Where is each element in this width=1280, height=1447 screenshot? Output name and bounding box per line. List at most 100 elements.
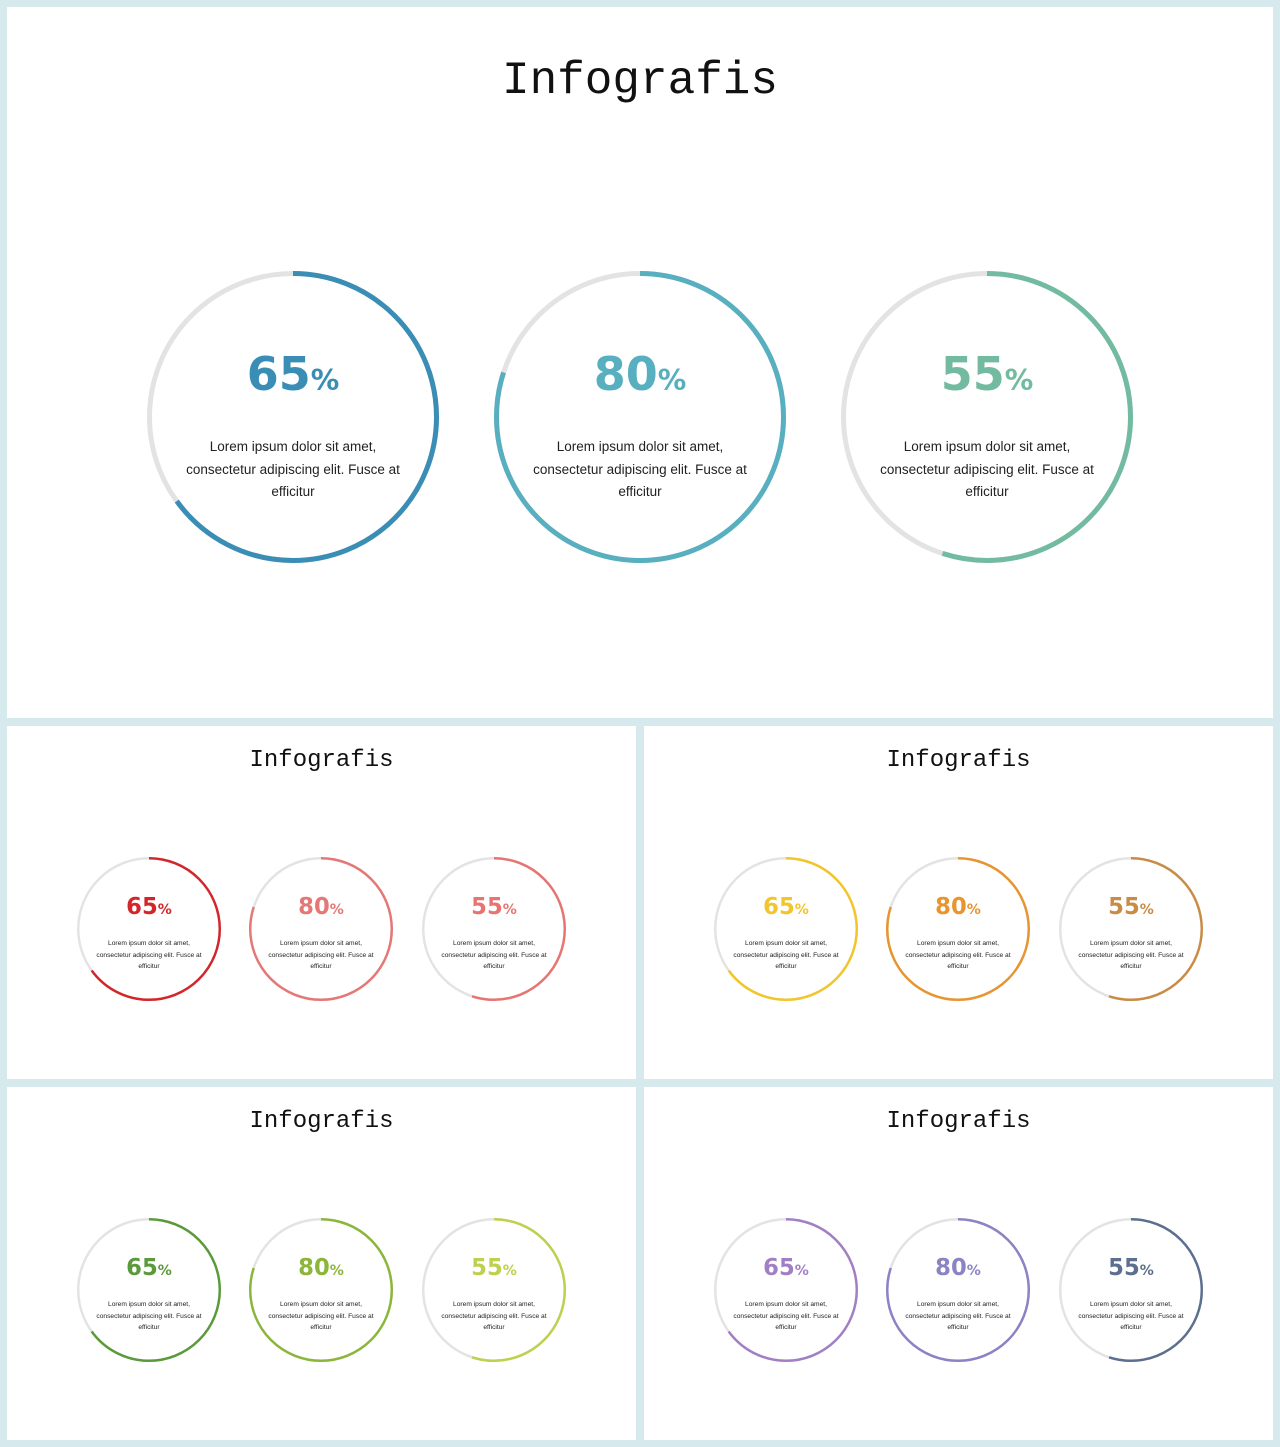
- description-line: Lorem ipsum dolor sit amet,: [917, 1301, 999, 1309]
- ring-progress-arc: [249, 1218, 393, 1362]
- description-line: consectetur adipiscing elit. Fusce at: [733, 951, 839, 959]
- ring-progress-arc: [714, 857, 858, 1001]
- percent-value: 80%: [886, 894, 1030, 920]
- description-line: consectetur adipiscing elit. Fusce at: [1078, 951, 1184, 959]
- ring-svg: [1059, 857, 1203, 1001]
- ring-progress-arc: [422, 1218, 566, 1362]
- ring-svg: [841, 271, 1133, 563]
- percent-number: 65: [126, 1255, 158, 1282]
- description-line: consectetur adipiscing elit. Fusce at: [268, 1312, 374, 1320]
- progress-ring-1: 65% Lorem ipsum dolor sit amet, consectetu…: [147, 271, 439, 563]
- description-line: Lorem ipsum dolor sit amet,: [280, 940, 362, 948]
- percent-sign: %: [794, 902, 809, 919]
- progress-ring-1: 65% Lorem ipsum dolor sit amet, consectetu…: [714, 857, 858, 1001]
- description-text: Lorem ipsum dolor sit amet, consectetur a…: [81, 938, 217, 972]
- ring-progress-arc: [77, 857, 221, 1001]
- percent-sign: %: [966, 1263, 981, 1280]
- ring-progress-arc: [494, 271, 786, 563]
- percent-sign: %: [310, 364, 340, 397]
- percent-sign: %: [657, 364, 687, 397]
- percent-value: 55%: [1059, 894, 1203, 920]
- slide-main: Infografis 65% Lorem ipsum dolor sit amet…: [7, 7, 1273, 718]
- ring-svg: [714, 857, 858, 1001]
- percent-sign: %: [1139, 902, 1154, 919]
- percent-number: 80: [298, 894, 330, 921]
- description-line: Lorem ipsum dolor sit amet,: [108, 1301, 190, 1309]
- percent-number: 55: [1108, 1255, 1140, 1282]
- description-text: Lorem ipsum dolor sit amet, consectetur a…: [155, 436, 431, 504]
- progress-ring-2: 80% Lorem ipsum dolor sit amet, consectetu…: [886, 857, 1030, 1001]
- progress-ring-1: 65% Lorem ipsum dolor sit amet, consectetu…: [714, 1218, 858, 1362]
- slide-title: Infografis: [886, 747, 1031, 774]
- description-line: efficitur: [483, 962, 505, 970]
- percent-number: 55: [471, 894, 503, 921]
- ring-svg: [77, 857, 221, 1001]
- description-line: efficitur: [138, 1323, 160, 1331]
- description-text: Lorem ipsum dolor sit amet, consectetur a…: [1063, 938, 1199, 972]
- ring-svg: [1059, 1218, 1203, 1362]
- ring-svg: [422, 857, 566, 1001]
- ring-progress-arc: [841, 271, 1133, 563]
- progress-ring-2: 80% Lorem ipsum dolor sit amet, consectetu…: [494, 271, 786, 563]
- description-line: Lorem ipsum dolor sit amet,: [1090, 940, 1172, 948]
- description-line: efficitur: [947, 1323, 969, 1331]
- percent-number: 65: [763, 1255, 795, 1282]
- description-line: Lorem ipsum dolor sit amet,: [745, 1301, 827, 1309]
- percent-value: 55%: [841, 347, 1133, 401]
- ring-progress-arc: [249, 857, 393, 1001]
- percent-sign: %: [502, 1263, 517, 1280]
- percent-sign: %: [794, 1263, 809, 1280]
- progress-ring-1: 65% Lorem ipsum dolor sit amet, consectetu…: [77, 1218, 221, 1362]
- description-line: consectetur adipiscing elit. Fusce at: [441, 951, 547, 959]
- percent-value: 65%: [714, 1255, 858, 1281]
- ring-svg: [886, 1218, 1030, 1362]
- description-text: Lorem ipsum dolor sit amet, consectetur a…: [81, 1299, 217, 1333]
- description-line: efficitur: [271, 484, 315, 500]
- description-line: efficitur: [483, 1323, 505, 1331]
- description-line: consectetur adipiscing elit. Fusce at: [96, 951, 202, 959]
- description-line: Lorem ipsum dolor sit amet,: [745, 940, 827, 948]
- description-line: consectetur adipiscing elit. Fusce at: [96, 1312, 202, 1320]
- description-text: Lorem ipsum dolor sit amet, consectetur a…: [890, 938, 1026, 972]
- percent-sign: %: [1139, 1263, 1154, 1280]
- slide-orange: Infografis 65% Lorem ipsum dolor sit amet…: [644, 726, 1273, 1079]
- description-text: Lorem ipsum dolor sit amet, consectetur a…: [426, 938, 562, 972]
- percent-value: 55%: [1059, 1255, 1203, 1281]
- description-line: consectetur adipiscing elit. Fusce at: [441, 1312, 547, 1320]
- percent-value: 65%: [147, 347, 439, 401]
- ring-progress-arc: [147, 271, 439, 563]
- percent-sign: %: [502, 902, 517, 919]
- slide-title: Infografis: [501, 55, 779, 107]
- description-text: Lorem ipsum dolor sit amet, consectetur a…: [849, 436, 1125, 504]
- percent-value: 65%: [77, 894, 221, 920]
- description-line: consectetur adipiscing elit. Fusce at: [186, 461, 400, 477]
- ring-progress-arc: [77, 1218, 221, 1362]
- percent-value: 65%: [77, 1255, 221, 1281]
- progress-ring-2: 80% Lorem ipsum dolor sit amet, consectetu…: [249, 857, 393, 1001]
- description-line: consectetur adipiscing elit. Fusce at: [880, 461, 1094, 477]
- percent-number: 80: [593, 347, 658, 401]
- progress-ring-3: 55% Lorem ipsum dolor sit amet, consectetu…: [422, 857, 566, 1001]
- description-line: efficitur: [138, 962, 160, 970]
- percent-value: 55%: [422, 894, 566, 920]
- percent-sign: %: [329, 902, 344, 919]
- ring-progress-arc: [714, 1218, 858, 1362]
- percent-sign: %: [157, 902, 172, 919]
- description-line: Lorem ipsum dolor sit amet,: [209, 439, 377, 454]
- ring-svg: [249, 1218, 393, 1362]
- progress-ring-3: 55% Lorem ipsum dolor sit amet, consectetu…: [1059, 1218, 1203, 1362]
- percent-sign: %: [157, 1263, 172, 1280]
- description-line: Lorem ipsum dolor sit amet,: [903, 439, 1071, 454]
- progress-ring-3: 55% Lorem ipsum dolor sit amet, consectetu…: [422, 1218, 566, 1362]
- description-line: efficitur: [1120, 1323, 1142, 1331]
- description-line: efficitur: [775, 1323, 797, 1331]
- description-line: efficitur: [310, 962, 332, 970]
- description-text: Lorem ipsum dolor sit amet, consectetur a…: [718, 938, 854, 972]
- description-line: Lorem ipsum dolor sit amet,: [917, 940, 999, 948]
- slide-title: Infografis: [249, 1108, 394, 1135]
- slide-green: Infografis 65% Lorem ipsum dolor sit amet…: [7, 1087, 636, 1440]
- description-line: efficitur: [1120, 962, 1142, 970]
- slide-purple: Infografis 65% Lorem ipsum dolor sit amet…: [644, 1087, 1273, 1440]
- percent-number: 55: [1108, 894, 1140, 921]
- description-text: Lorem ipsum dolor sit amet, consectetur a…: [253, 938, 389, 972]
